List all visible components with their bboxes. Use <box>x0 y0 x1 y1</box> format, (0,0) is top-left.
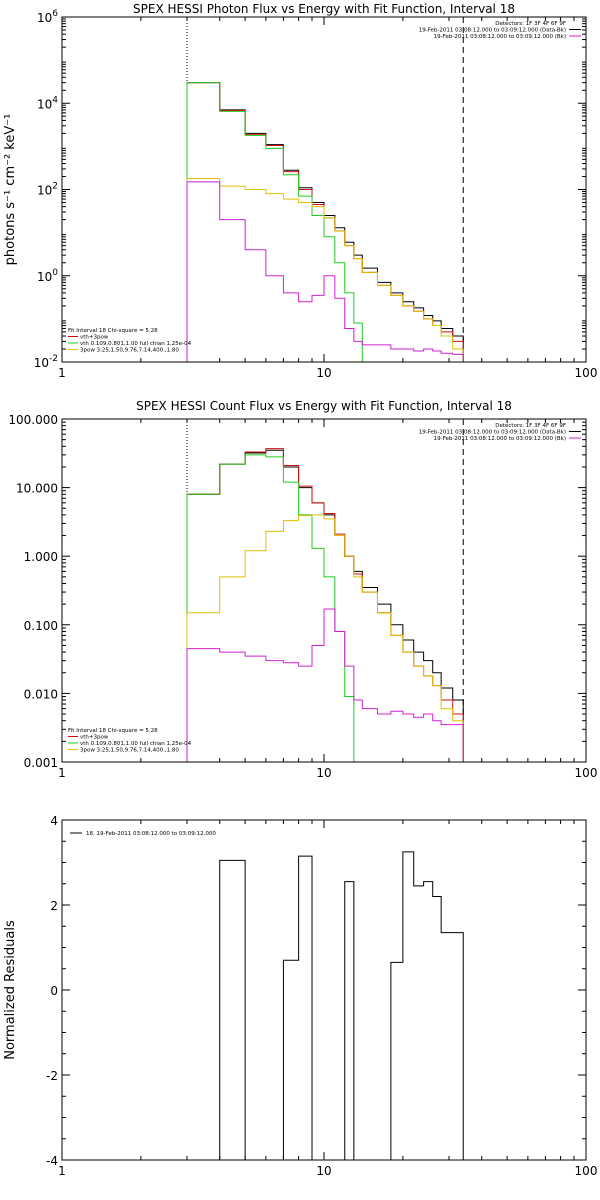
chart-2-legend-text: 18, 19-Feb-2011 03:08:12.000 to 03:09:12… <box>86 831 216 837</box>
chart-2-series-group <box>219 851 464 1160</box>
chart-0-legend-bottom-item: vth 0.109,0.801,1.00 full chian 1.25e-04 <box>80 341 192 347</box>
chart-1-legend-bottom-item: vth 0.109,0.801,1.00 full chian 1.25e-04 <box>80 741 192 747</box>
chart-2-xtick-label: 10 <box>316 1164 331 1178</box>
chart-0-ytick-exp: 2 <box>52 182 58 192</box>
chart-0-ytick-exp: 0 <box>52 268 58 278</box>
chart-2-frame <box>61 819 587 1161</box>
chart-1-legend-bottom-item: 3pow 3.25,1.50,9.76,7.14,400.,1.80 <box>80 748 179 754</box>
chart-0-series-1-line <box>186 82 464 362</box>
chart-1-ytick-label: 100.000 <box>8 413 58 427</box>
chart-0-legend-bottom-header: Fit Interval 18 Chi-square = 5.28 <box>68 328 158 334</box>
chart-1-series-0-line <box>186 449 464 762</box>
chart-0-xtick-label: 100 <box>575 366 598 380</box>
chart-1-legend-bottom-header: Fit Interval 18 Chi-square = 5.28 <box>68 728 158 734</box>
chart-0-ytick-base: 10 <box>37 184 52 198</box>
chart-1-ytick-label: 1.000 <box>24 550 58 564</box>
chart-0-ylabel: photons s⁻¹ cm⁻² keV⁻¹ <box>3 114 18 266</box>
chart-1-xtick-label: 10 <box>316 766 331 780</box>
chart-2-ytick-label: 0 <box>50 984 58 998</box>
chart-0-ytick-label: 106 <box>37 9 58 25</box>
chart-1-ytick-label: 10.000 <box>16 482 58 496</box>
chart-2-xtick-label: 1 <box>58 1164 66 1178</box>
chart-2-ytick-label: -4 <box>46 1154 58 1168</box>
chart-0-legend-top-text: 19-Feb-2011 03:08:12.000 to 03:09:12.000… <box>419 28 566 34</box>
chart-1-ytick-label: 0.001 <box>24 756 58 770</box>
chart-1-series-1-line <box>186 448 464 762</box>
chart-1-series-group <box>186 448 464 762</box>
chart-1-title: SPEX HESSI Count Flux vs Energy with Fit… <box>136 399 512 413</box>
chart-2-group: Normalized Residuals 1 10 100 -4 -2 0 2 4 18, 19-… <box>3 814 598 1178</box>
chart-1-series-4-line <box>186 608 464 762</box>
chart-1-legend-top-text: Detectors: 1F 3F 4F 6F 9F <box>495 423 566 429</box>
chart-0-ytick-label: 104 <box>37 95 58 111</box>
chart-0-ytick-label: 10-2 <box>34 354 58 370</box>
chart-0-ytick-exp: -2 <box>49 354 58 364</box>
chart-0-group: SPEX HESSI Photon Flux vs Energy with Fi… <box>3 2 598 380</box>
chart-0-frame <box>61 16 587 363</box>
chart-0-series-group <box>186 82 464 362</box>
chart-1-ytick-label: 0.010 <box>24 687 58 701</box>
chart-1-xtick-label: 1 <box>58 766 66 780</box>
chart-0-legend-top-text: 19-Feb-2011 03:08:12.000 to 03:09:12.000… <box>434 34 566 40</box>
chart-0-title: SPEX HESSI Photon Flux vs Energy with Fi… <box>133 2 515 16</box>
chart-0-ytick-label: 102 <box>37 182 58 198</box>
chart-2-series-0-line <box>219 851 464 1160</box>
chart-0-legend-bottom-item: vth+3pow <box>80 335 109 341</box>
chart-2-ytick-label: -2 <box>46 1069 58 1083</box>
chart-0-legend-top-text: Detectors: 1F 3F 4F 6F 9F <box>495 21 566 27</box>
chart-0-series-0-line <box>186 82 464 362</box>
chart-0-ytick-base: 10 <box>37 11 52 25</box>
chart-0-ytick-base: 10 <box>37 270 52 284</box>
chart-0-xtick-label: 1 <box>58 366 66 380</box>
chart-1-legend-bottom-item: vth+3pow <box>80 735 109 741</box>
chart-0-ytick-base: 10 <box>37 97 52 111</box>
chart-2-ytick-label: 2 <box>50 899 58 913</box>
chart-1-group: SPEX HESSI Count Flux vs Energy with Fit… <box>8 399 598 780</box>
chart-2-xtick-label: 100 <box>575 1164 598 1178</box>
chart-1-xtick-label: 100 <box>575 766 598 780</box>
chart-1-frame <box>61 418 587 763</box>
chart-1-legend-top-text: 19-Feb-2011 03:08:12.000 to 03:09:12.000… <box>419 430 566 436</box>
chart-0-series-4-line <box>186 181 464 362</box>
chart-0-series-2-line <box>186 82 378 362</box>
chart-1-ytick-label: 0.100 <box>24 619 58 633</box>
chart-0-series-3-line <box>186 177 464 362</box>
chart-2-ylabel: Normalized Residuals <box>3 920 18 1060</box>
chart-0-ytick-exp: 4 <box>52 95 58 105</box>
chart-2-ytick-label: 4 <box>50 814 58 828</box>
chart-1-series-3-line <box>186 514 464 762</box>
chart-0-legend-bottom-item: 3pow 3.25,1.50,9.76,7.14,400.,1.80 <box>80 348 179 354</box>
chart-1-series-2-line <box>186 454 355 762</box>
chart-0-xtick-label: 10 <box>316 366 331 380</box>
chart-0-ytick-label: 100 <box>37 268 58 284</box>
chart-0-ytick-base: 10 <box>34 356 49 370</box>
chart-0-ytick-exp: 6 <box>52 9 58 19</box>
chart-1-legend-top-text: 19-Feb-2011 03:08:12.000 to 03:09:12.000… <box>434 436 566 442</box>
